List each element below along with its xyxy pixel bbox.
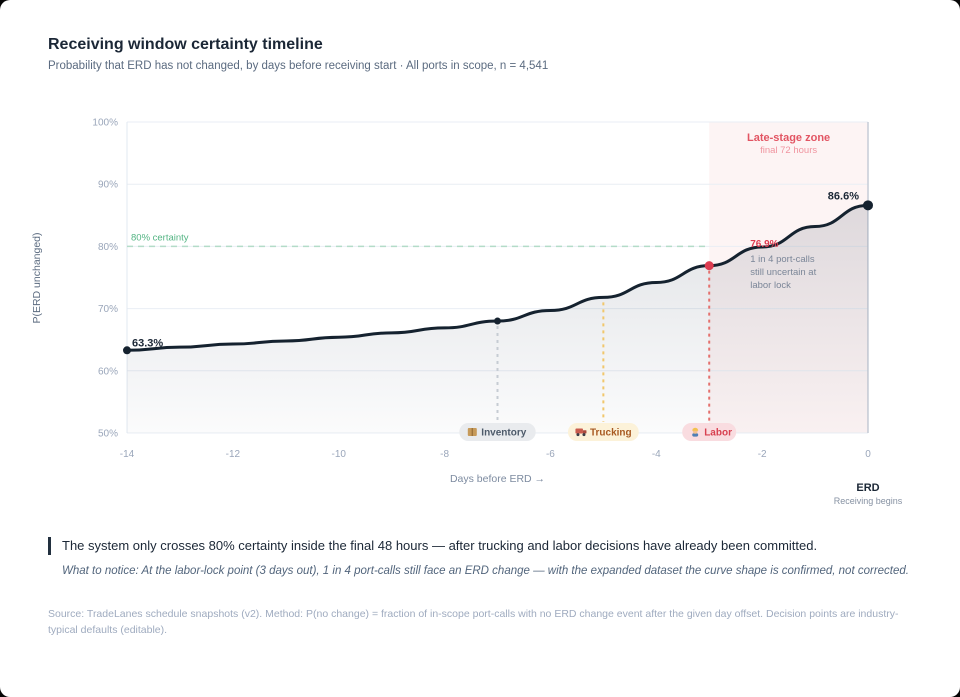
annotation-line: still uncertain at — [750, 267, 816, 278]
zone-label: Late-stage zone — [747, 132, 830, 144]
point-label-day-14: 63.3% — [132, 337, 163, 349]
y-tick-label: 80% — [98, 242, 118, 253]
what-to-notice-note: What to notice: At the labor-lock point … — [62, 565, 909, 577]
x-tick-label: -4 — [652, 449, 661, 460]
point-label-day0: 86.6% — [828, 190, 859, 202]
certainty-chart: 50% 60% 70% 80% 90% 100% 80% certainty 63.3% 86.… — [0, 91, 960, 511]
decision-badge-label: Labor — [704, 428, 732, 439]
truck-icon — [582, 430, 587, 434]
marker-day-7 — [494, 317, 501, 325]
page-subtitle: Probability that ERD has not changed, by… — [48, 60, 549, 72]
x-tick-label: -6 — [546, 449, 555, 460]
package-icon — [471, 428, 473, 436]
truck-icon — [576, 433, 580, 437]
y-tick-label: 70% — [98, 304, 118, 315]
annotation-line: labor lock — [750, 280, 791, 291]
decision-badge-label: Inventory — [481, 428, 526, 439]
highlight-value-label: 76.9% — [750, 239, 778, 250]
y-tick-label: 90% — [98, 180, 118, 191]
truck-icon — [582, 433, 586, 437]
x-tick-label: -12 — [226, 449, 241, 460]
decision-badge-trucking[interactable]: Trucking — [567, 423, 639, 441]
x-tick-label: -8 — [440, 449, 449, 460]
decision-badge-labor[interactable]: Labor — [682, 423, 737, 441]
callout-text: The system only crosses 80% certainty in… — [62, 538, 818, 553]
worker-icon — [692, 427, 699, 431]
erd-sublabel: Receiving begins — [834, 496, 903, 506]
callout-accent-bar — [48, 537, 51, 555]
marker-day-3 — [704, 261, 714, 271]
x-axis-label: Days before ERD → — [450, 473, 545, 485]
x-tick-label: -2 — [758, 449, 767, 460]
threshold-label: 80% certainty — [131, 232, 189, 243]
worker-icon — [692, 433, 699, 437]
decision-badge-pill[interactable] — [459, 423, 536, 441]
chart-canvas: 50% 60% 70% 80% 90% 100% 80% certainty 63.3% 86.… — [31, 118, 903, 507]
erd-label: ERD — [856, 482, 879, 494]
area-fill — [127, 205, 868, 433]
x-tick-label: -14 — [120, 449, 135, 460]
y-tick-label: 50% — [98, 429, 118, 440]
decision-badge-label: Trucking — [590, 428, 632, 439]
decision-badge-pill[interactable] — [567, 423, 639, 441]
page-title: Receiving window certainty timeline — [48, 36, 323, 53]
key-insight-callout: The system only crosses 80% certainty in… — [48, 537, 912, 555]
y-tick-label: 100% — [92, 118, 118, 129]
y-axis-label: P(ERD unchanged) — [31, 232, 43, 323]
certainty-curve — [125, 203, 870, 352]
annotation-line: 1 in 4 port-calls — [750, 254, 815, 265]
decision-badge-inventory[interactable]: Inventory — [459, 423, 536, 441]
y-tick-label: 60% — [98, 366, 118, 377]
marker-day-14 — [123, 346, 131, 355]
x-tick-label: -10 — [331, 449, 346, 460]
marker-day0 — [863, 200, 873, 211]
zone-sublabel: final 72 hours — [760, 145, 817, 156]
source-footer: Source: TradeLanes schedule snapshots (v… — [48, 608, 899, 636]
x-tick-label: 0 — [865, 449, 871, 460]
truck-icon — [575, 428, 583, 434]
